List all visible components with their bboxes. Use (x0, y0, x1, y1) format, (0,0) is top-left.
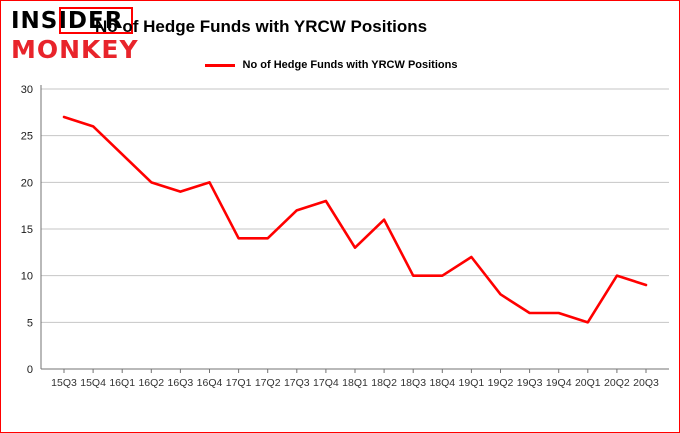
svg-text:25: 25 (21, 131, 33, 143)
svg-text:19Q4: 19Q4 (546, 377, 572, 389)
svg-text:19Q2: 19Q2 (488, 377, 514, 389)
svg-text:18Q1: 18Q1 (342, 377, 368, 389)
svg-text:30: 30 (21, 84, 33, 96)
chart-title: No of Hedge Funds with YRCW Positions (94, 17, 428, 36)
svg-text:5: 5 (27, 317, 33, 329)
svg-text:17Q1: 17Q1 (226, 377, 252, 389)
svg-text:17Q2: 17Q2 (255, 377, 281, 389)
svg-text:20: 20 (21, 177, 33, 189)
insider-monkey-logo: INSIDER MONKEY (11, 7, 139, 64)
svg-text:16Q2: 16Q2 (138, 377, 164, 389)
legend-label: No of Hedge Funds with YRCW Positions (242, 59, 458, 71)
svg-text:10: 10 (21, 271, 33, 283)
svg-text:18Q2: 18Q2 (371, 377, 397, 389)
svg-text:19Q3: 19Q3 (517, 377, 543, 389)
svg-text:15Q3: 15Q3 (51, 377, 77, 389)
line-chart: 0 5 10 15 20 25 30 15Q3 15Q4 16Q1 16Q2 16Q3 16Q4 17Q1… (21, 84, 669, 389)
svg-text:17Q3: 17Q3 (284, 377, 310, 389)
svg-text:18Q3: 18Q3 (400, 377, 426, 389)
logo-text-monkey: MONKEY (11, 35, 139, 64)
legend: No of Hedge Funds with YRCW Positions (1, 59, 661, 71)
svg-text:16Q1: 16Q1 (109, 377, 135, 389)
svg-text:0: 0 (27, 364, 33, 376)
svg-text:17Q4: 17Q4 (313, 377, 339, 389)
svg-text:15Q4: 15Q4 (80, 377, 106, 389)
legend-line-swatch (204, 63, 235, 67)
svg-text:18Q4: 18Q4 (429, 377, 455, 389)
svg-text:16Q4: 16Q4 (197, 377, 223, 389)
svg-text:20Q1: 20Q1 (575, 377, 601, 389)
svg-text:19Q1: 19Q1 (459, 377, 485, 389)
svg-text:15: 15 (21, 224, 33, 236)
logo-text-insider: INSIDER (11, 8, 124, 34)
svg-text:16Q3: 16Q3 (168, 377, 194, 389)
svg-text:20Q3: 20Q3 (633, 377, 659, 389)
svg-text:20Q2: 20Q2 (604, 377, 630, 389)
